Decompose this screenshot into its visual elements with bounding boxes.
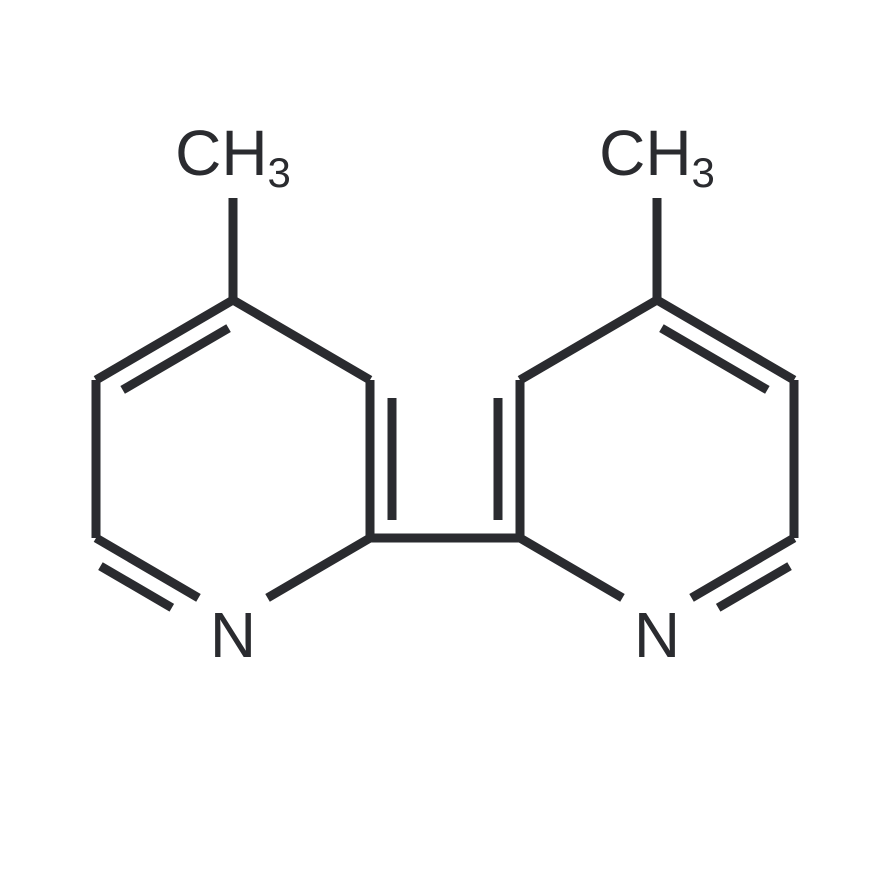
atom-label-r_n: N <box>634 599 680 671</box>
atom-label-r_ch3: CH3 <box>599 117 715 196</box>
atom-label-l_ch3: CH3 <box>175 117 291 196</box>
atom-label-l_n: N <box>210 599 256 671</box>
molecule-diagram: N N CH3 CH3 <box>0 0 890 890</box>
